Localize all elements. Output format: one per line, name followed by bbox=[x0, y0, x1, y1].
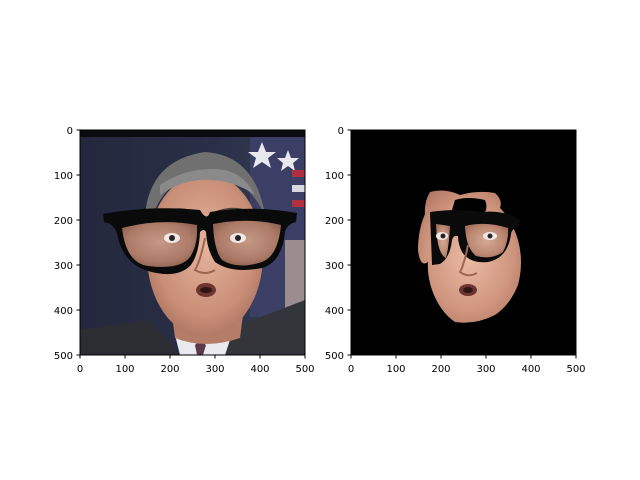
left-y-tick-label: 300 bbox=[54, 261, 73, 272]
left-y-tick-label: 500 bbox=[54, 351, 73, 362]
right-y-tick-label: 100 bbox=[325, 171, 344, 182]
right-x-tick-label: 300 bbox=[476, 364, 495, 375]
left-y-tick-label: 200 bbox=[54, 216, 73, 227]
face-mask bbox=[418, 190, 521, 323]
right-y-tick-label: 300 bbox=[325, 261, 344, 272]
left-y-tick-label: 400 bbox=[54, 306, 73, 317]
left-y-tick-label: 0 bbox=[67, 126, 73, 137]
right-panel: 0 100 200 300 400 500 0 100 200 300 400 … bbox=[325, 126, 586, 375]
left-x-tick-label: 300 bbox=[205, 364, 224, 375]
right-y-tick-label: 0 bbox=[338, 126, 344, 137]
left-x-tick-label: 500 bbox=[295, 364, 314, 375]
right-x-tick-label: 0 bbox=[348, 364, 354, 375]
right-x-tick-label: 500 bbox=[566, 364, 585, 375]
left-image bbox=[80, 130, 305, 355]
right-y-tick-label: 500 bbox=[325, 351, 344, 362]
left-panel: 0 100 200 300 400 500 0 100 200 300 400 … bbox=[54, 126, 315, 375]
right-y-tick-label: 400 bbox=[325, 306, 344, 317]
right-x-tick-label: 200 bbox=[431, 364, 450, 375]
left-x-tick-label: 200 bbox=[160, 364, 179, 375]
right-x-tick-label: 400 bbox=[521, 364, 540, 375]
left-y-tick-label: 100 bbox=[54, 171, 73, 182]
right-x-ticks: 0 100 200 300 400 500 bbox=[348, 355, 586, 375]
left-x-tick-label: 0 bbox=[77, 364, 83, 375]
left-axes-frame bbox=[79, 129, 306, 356]
left-y-ticks: 0 100 200 300 400 500 bbox=[54, 126, 80, 362]
right-x-tick-label: 100 bbox=[386, 364, 405, 375]
right-axes-frame bbox=[350, 129, 577, 356]
right-y-ticks: 0 100 200 300 400 500 bbox=[325, 126, 351, 362]
left-x-tick-label: 400 bbox=[250, 364, 269, 375]
left-x-ticks: 0 100 200 300 400 500 bbox=[77, 355, 315, 375]
left-x-tick-label: 100 bbox=[115, 364, 134, 375]
right-y-tick-label: 200 bbox=[325, 216, 344, 227]
left-glasses bbox=[103, 208, 297, 275]
